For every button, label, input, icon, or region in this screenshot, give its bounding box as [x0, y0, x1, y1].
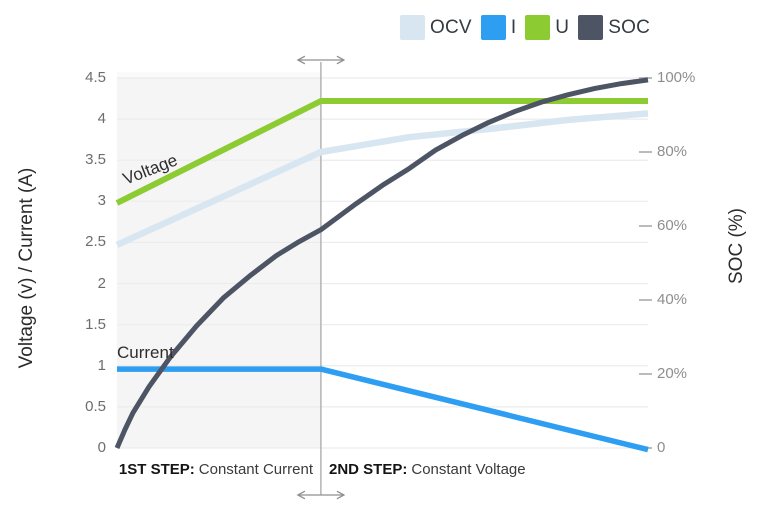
- legend-item-ocv[interactable]: OCV: [400, 15, 472, 40]
- legend-item-i[interactable]: I: [480, 15, 517, 40]
- right-axis-tick: 0: [657, 439, 666, 456]
- chart-legend: OCV I U SOC: [400, 15, 650, 40]
- right-axis-tick: 80%: [657, 143, 688, 160]
- legend-swatch-soc: [578, 15, 604, 40]
- legend-label: OCV: [430, 16, 472, 38]
- right-axis-tick: 20%: [657, 365, 688, 382]
- left-axis-tick: 2: [97, 274, 106, 292]
- left-axis-tick: 2.5: [85, 233, 106, 251]
- step-1-name: 1ST STEP:: [118, 461, 195, 478]
- left-axis-title: Voltage (v) / Current (A): [16, 167, 37, 369]
- legend-swatch-u: [525, 15, 551, 40]
- left-axis-tick: 4: [97, 110, 106, 128]
- legend-swatch-i: [480, 15, 506, 40]
- left-axis-tick: 1.5: [85, 315, 106, 333]
- left-axis-tick: 4.5: [85, 69, 106, 86]
- current-line-label: Current: [117, 343, 174, 362]
- legend-label: U: [555, 16, 570, 38]
- left-axis-tick: 3.5: [85, 151, 106, 169]
- step-2-caption: 2ND STEP: Constant Voltage: [329, 461, 526, 478]
- legend-item-soc[interactable]: SOC: [578, 15, 650, 40]
- left-axis-tick: 1: [97, 356, 106, 374]
- right-axis-title: SOC (%): [726, 208, 747, 284]
- legend-item-u[interactable]: U: [525, 15, 569, 40]
- legend-label: SOC: [608, 16, 650, 38]
- right-axis-tick: 100%: [657, 69, 696, 86]
- step-2-name: 2ND STEP:: [329, 461, 408, 478]
- step-2-text: Constant Voltage: [411, 461, 526, 478]
- left-axis-tick: 3: [97, 192, 106, 210]
- legend-label: I: [510, 16, 517, 38]
- left-axis-tick: 0.5: [85, 397, 106, 415]
- step-1-caption: 1ST STEP: Constant Current: [119, 461, 313, 478]
- right-axis-tick: 60%: [657, 217, 688, 234]
- right-axis-tick: 40%: [657, 291, 688, 308]
- legend-swatch-ocv: [400, 15, 426, 40]
- step-1-text: Constant Current: [198, 461, 313, 478]
- left-axis-tick: 0: [97, 439, 106, 456]
